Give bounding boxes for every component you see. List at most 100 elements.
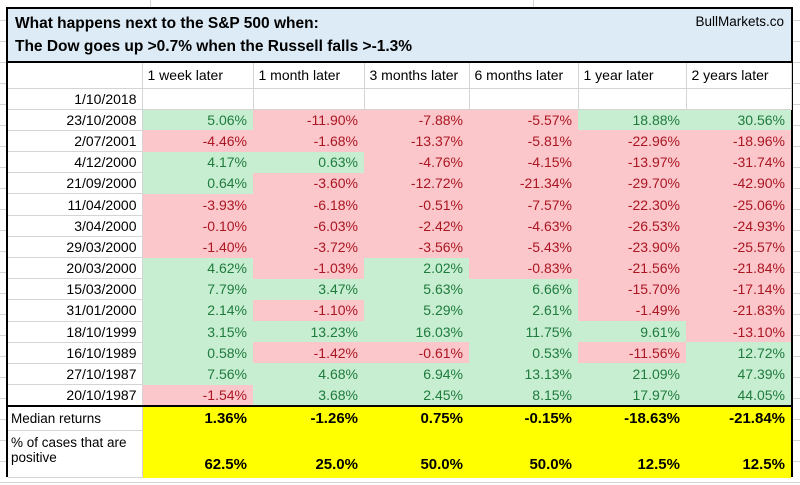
value-cell[interactable]: 30.56% bbox=[686, 109, 791, 131]
corner-cell[interactable] bbox=[8, 63, 143, 89]
value-cell[interactable]: -26.53% bbox=[578, 215, 686, 237]
value-cell[interactable]: -1.03% bbox=[253, 257, 364, 279]
value-cell[interactable] bbox=[469, 88, 579, 110]
value-cell[interactable]: 44.05% bbox=[686, 384, 791, 406]
date-cell[interactable]: 18/10/1999 bbox=[8, 321, 143, 343]
value-cell[interactable]: -5.81% bbox=[469, 130, 578, 152]
value-cell[interactable]: -12.72% bbox=[364, 172, 469, 194]
summary-value-cell[interactable]: 50.0% bbox=[364, 430, 469, 478]
value-cell[interactable]: -17.14% bbox=[686, 278, 791, 300]
value-cell[interactable]: -4.15% bbox=[469, 151, 578, 173]
value-cell[interactable]: -0.61% bbox=[364, 342, 469, 364]
date-cell[interactable]: 4/12/2000 bbox=[8, 151, 143, 174]
value-cell[interactable]: 0.53% bbox=[469, 342, 578, 364]
value-cell[interactable]: 21.09% bbox=[578, 363, 686, 385]
value-cell[interactable]: -3.56% bbox=[364, 236, 469, 258]
date-cell[interactable]: 11/04/2000 bbox=[8, 193, 143, 216]
value-cell[interactable]: -6.18% bbox=[253, 193, 364, 216]
value-cell[interactable]: 4.68% bbox=[253, 363, 364, 385]
value-cell[interactable]: -4.63% bbox=[469, 215, 578, 237]
summary-value-cell[interactable]: 12.5% bbox=[578, 430, 686, 478]
summary-value-cell[interactable]: 62.5% bbox=[142, 430, 253, 478]
summary-value-cell[interactable]: 25.0% bbox=[253, 430, 364, 478]
date-cell[interactable]: 16/10/1989 bbox=[8, 342, 143, 364]
value-cell[interactable]: 9.61% bbox=[578, 321, 686, 343]
value-cell[interactable]: -6.03% bbox=[253, 215, 364, 237]
value-cell[interactable]: 5.63% bbox=[364, 278, 469, 300]
value-cell[interactable]: -23.90% bbox=[578, 236, 686, 258]
date-cell[interactable]: 1/10/2018 bbox=[8, 88, 143, 110]
column-header-6[interactable]: 2 years later bbox=[686, 63, 792, 89]
value-cell[interactable] bbox=[253, 88, 365, 110]
value-cell[interactable]: 3.47% bbox=[253, 278, 364, 300]
column-header-5[interactable]: 1 year later bbox=[578, 63, 687, 89]
value-cell[interactable]: -31.74% bbox=[686, 151, 791, 173]
summary-value-cell[interactable]: -18.63% bbox=[578, 404, 686, 431]
value-cell[interactable]: -18.96% bbox=[686, 130, 791, 152]
value-cell[interactable]: -13.97% bbox=[578, 151, 686, 173]
value-cell[interactable]: 2.02% bbox=[364, 257, 469, 279]
value-cell[interactable]: -25.06% bbox=[686, 193, 791, 216]
value-cell[interactable]: -11.56% bbox=[578, 342, 686, 364]
column-header-4[interactable]: 6 months later bbox=[469, 63, 579, 89]
value-cell[interactable]: -13.37% bbox=[364, 130, 469, 152]
date-cell[interactable]: 27/10/1987 bbox=[8, 363, 143, 386]
value-cell[interactable]: 2.45% bbox=[364, 384, 469, 406]
value-cell[interactable] bbox=[578, 88, 687, 110]
date-cell[interactable]: 29/03/2000 bbox=[8, 236, 143, 259]
date-cell[interactable]: 2/07/2001 bbox=[8, 130, 143, 153]
summary-value-cell[interactable]: 50.0% bbox=[469, 430, 578, 478]
value-cell[interactable]: -7.88% bbox=[364, 109, 469, 131]
value-cell[interactable]: -22.96% bbox=[578, 130, 686, 152]
column-header-3[interactable]: 3 months later bbox=[364, 63, 470, 89]
value-cell[interactable]: -0.83% bbox=[469, 257, 578, 279]
value-cell[interactable]: -7.57% bbox=[469, 193, 578, 216]
value-cell[interactable]: -21.34% bbox=[469, 172, 578, 194]
value-cell[interactable]: 5.29% bbox=[364, 299, 469, 322]
value-cell[interactable]: -1.40% bbox=[142, 236, 253, 258]
value-cell[interactable]: -29.70% bbox=[578, 172, 686, 194]
summary-value-cell[interactable]: -21.84% bbox=[686, 404, 791, 431]
value-cell[interactable]: -3.72% bbox=[253, 236, 364, 258]
value-cell[interactable]: 0.64% bbox=[142, 172, 253, 194]
value-cell[interactable]: -13.10% bbox=[686, 321, 791, 343]
column-header-2[interactable]: 1 month later bbox=[253, 63, 365, 89]
value-cell[interactable] bbox=[142, 88, 254, 110]
value-cell[interactable]: 7.79% bbox=[142, 278, 253, 300]
value-cell[interactable]: 6.94% bbox=[364, 363, 469, 385]
date-cell[interactable]: 21/09/2000 bbox=[8, 172, 143, 195]
value-cell[interactable]: -22.30% bbox=[578, 193, 686, 216]
column-header-1[interactable]: 1 week later bbox=[142, 63, 254, 89]
value-cell[interactable]: -24.93% bbox=[686, 215, 791, 237]
value-cell[interactable]: 0.63% bbox=[253, 151, 364, 173]
value-cell[interactable]: -21.56% bbox=[578, 257, 686, 279]
value-cell[interactable]: -15.70% bbox=[578, 278, 686, 300]
date-cell[interactable]: 23/10/2008 bbox=[8, 109, 143, 131]
value-cell[interactable]: -0.51% bbox=[364, 193, 469, 216]
value-cell[interactable]: -2.42% bbox=[364, 215, 469, 237]
summary-label-pct-cases-positive[interactable]: % of cases that are positive bbox=[8, 430, 143, 479]
value-cell[interactable]: 17.97% bbox=[578, 384, 686, 406]
value-cell[interactable]: 18.88% bbox=[578, 109, 686, 131]
value-cell[interactable]: -1.10% bbox=[253, 299, 364, 322]
date-cell[interactable]: 15/03/2000 bbox=[8, 278, 143, 301]
value-cell[interactable]: -42.90% bbox=[686, 172, 791, 194]
value-cell[interactable] bbox=[364, 88, 470, 110]
value-cell[interactable]: 11.75% bbox=[469, 321, 578, 343]
value-cell[interactable] bbox=[686, 88, 792, 110]
value-cell[interactable]: -11.90% bbox=[253, 109, 364, 131]
value-cell[interactable]: -25.57% bbox=[686, 236, 791, 258]
summary-value-cell[interactable]: 12.5% bbox=[686, 430, 791, 478]
value-cell[interactable]: 0.58% bbox=[142, 342, 253, 364]
value-cell[interactable]: -4.76% bbox=[364, 151, 469, 173]
value-cell[interactable]: -5.43% bbox=[469, 236, 578, 258]
value-cell[interactable]: -1.42% bbox=[253, 342, 364, 364]
value-cell[interactable]: 4.62% bbox=[142, 257, 253, 279]
value-cell[interactable]: 13.13% bbox=[469, 363, 578, 385]
summary-value-cell[interactable]: 0.75% bbox=[364, 404, 469, 431]
date-cell[interactable]: 20/10/1987 bbox=[8, 384, 143, 407]
value-cell[interactable]: -4.46% bbox=[142, 130, 253, 152]
value-cell[interactable]: 3.68% bbox=[253, 384, 364, 406]
value-cell[interactable]: 3.15% bbox=[142, 321, 253, 343]
date-cell[interactable]: 20/03/2000 bbox=[8, 257, 143, 280]
